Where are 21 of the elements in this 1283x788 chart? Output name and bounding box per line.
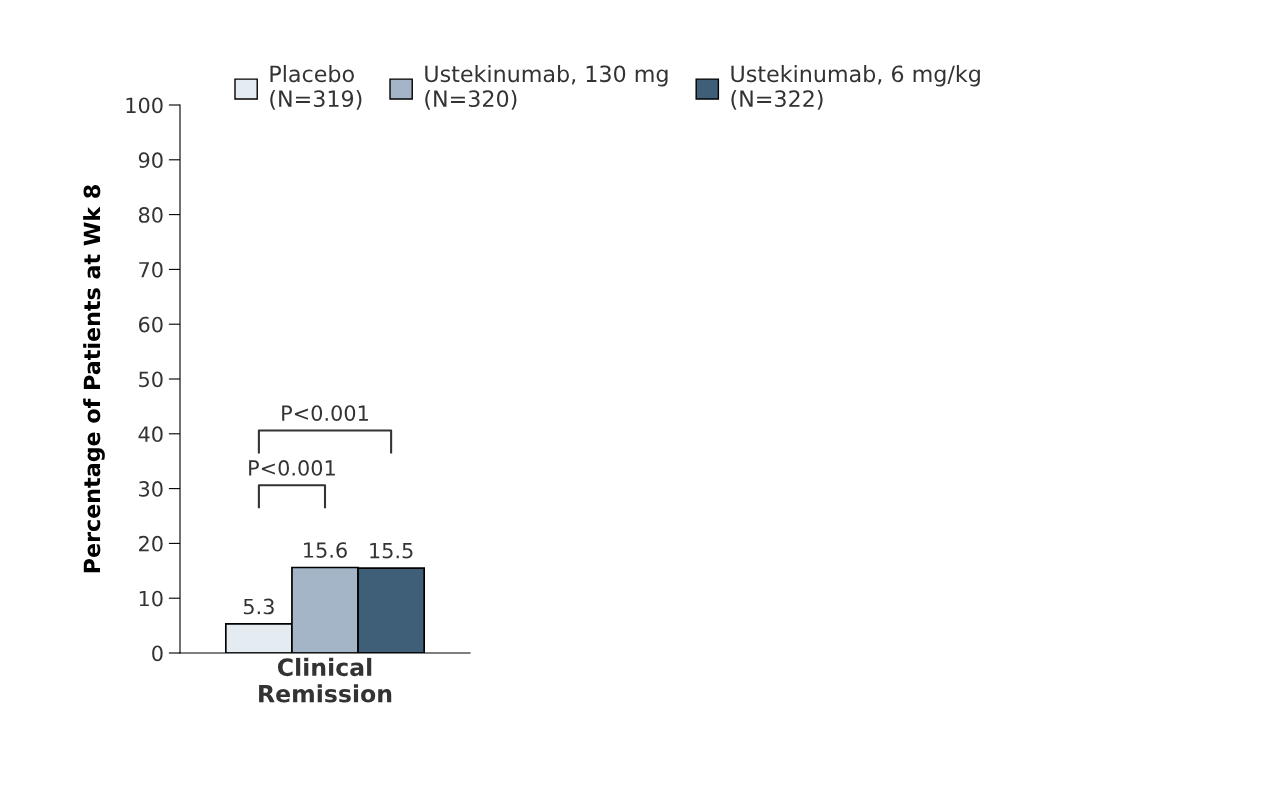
y-tick-label: 90	[138, 152, 163, 169]
data-label: 15.6	[304, 542, 347, 558]
legend-label: Ustekinumab, 130 mg (N=320)	[425, 65, 668, 110]
y-tick-label: 50	[139, 371, 163, 388]
y-axis-title: Percentage of Patients at Wk 8	[83, 185, 105, 573]
y-tick-label: 30	[139, 481, 163, 497]
legend-label: Ustekinumab, 6 mg/kg (N=322)	[731, 65, 980, 110]
y-tick-label: 20	[139, 535, 163, 552]
legend-label: Placebo (N=319)	[270, 65, 362, 110]
y-tick-label: 40	[138, 426, 163, 443]
y-tick-label: 0	[152, 645, 163, 662]
y-tick-label: 10	[139, 590, 163, 607]
y-tick-label: 100	[126, 97, 163, 114]
data-label: 15.5	[370, 542, 413, 559]
annotation: P<0.001	[282, 405, 368, 421]
annotation: P<0.001	[249, 460, 335, 476]
y-tick-label: 70	[139, 261, 163, 278]
x-tick-label: Clinical Remission	[259, 657, 392, 703]
y-tick-label: 60	[138, 316, 163, 333]
y-tick-label: 80	[138, 207, 163, 223]
data-label: 5.3	[243, 598, 274, 615]
